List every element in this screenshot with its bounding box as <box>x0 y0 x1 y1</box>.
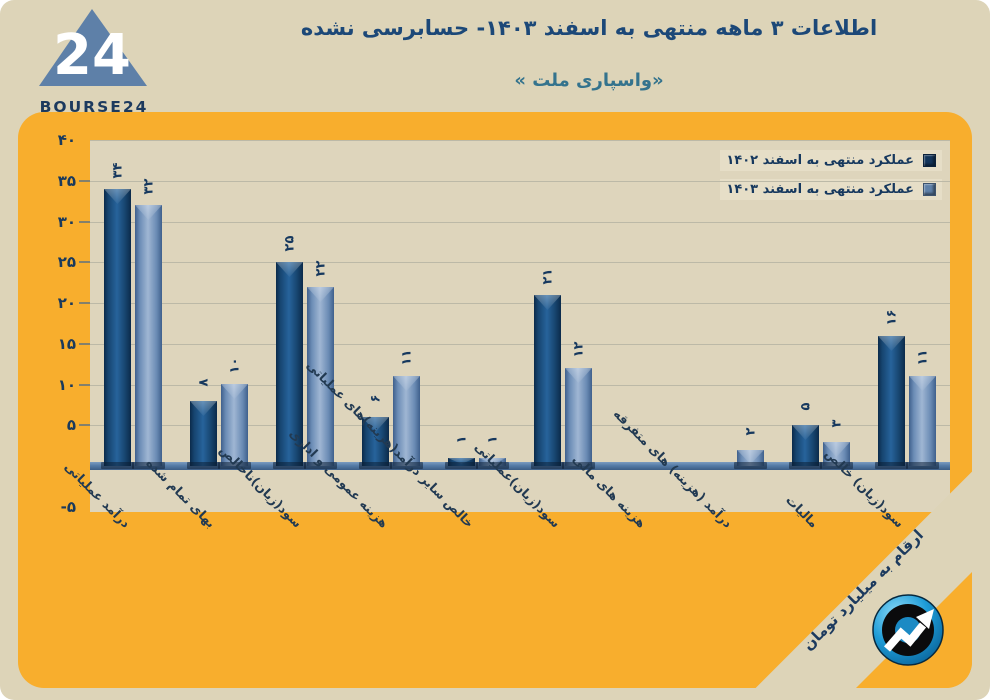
gridline <box>90 303 950 304</box>
bar-series2-cat3 <box>304 287 337 469</box>
bar-value-label: ۳ <box>829 419 844 427</box>
legend-label: عملکرد منتهی به اسفند ۱۴۰۳ <box>726 182 914 197</box>
x-axis-line <box>90 462 950 470</box>
bar-value-label: ۱۰ <box>227 357 242 373</box>
legend-item: عملکرد منتهی به اسفند ۱۴۰۳ <box>720 179 942 200</box>
bar-series1-cat4 <box>359 417 392 469</box>
legend-label: عملکرد منتهی به اسفند ۱۴۰۲ <box>726 153 914 168</box>
bar-top-bevel <box>448 458 475 464</box>
bar-series2-cat8 <box>734 450 767 469</box>
y-tick-label: ۵ <box>66 416 76 435</box>
gridline <box>90 221 950 223</box>
y-tick-label: ۲۰ <box>57 294 76 312</box>
legend-item: عملکرد منتهی به اسفند ۱۴۰۲ <box>720 150 942 171</box>
y-axis-tick <box>79 220 90 223</box>
bar-top-bevel <box>393 376 420 391</box>
bar-value-label: ۱۲ <box>571 341 586 357</box>
gridline <box>90 425 950 427</box>
y-axis-tick <box>79 342 90 345</box>
gridline <box>90 384 950 386</box>
bar-top-bevel <box>534 295 561 310</box>
legend-swatch <box>923 154 936 167</box>
chart-legend: عملکرد منتهی به اسفند ۱۴۰۲ عملکرد منتهی ب… <box>720 150 942 200</box>
bar-chart-plot: عملکرد منتهی به اسفند ۱۴۰۲ عملکرد منتهی ب… <box>58 131 950 531</box>
bar-value-label: ۲۱ <box>540 268 555 284</box>
bar-series1-cat1 <box>101 189 134 469</box>
y-tick-label: ۴۰ <box>57 131 76 149</box>
bar-value-label: ۱۶ <box>884 309 899 325</box>
y-axis-tick <box>79 302 90 304</box>
bar-series1-cat5 <box>445 458 478 469</box>
bar-series2-cat2 <box>218 384 251 469</box>
page-title: اطلاعات ۳ ماهه منتهی به اسفند ۱۴۰۳- حساب… <box>300 16 878 40</box>
y-tick-label: ۱۵ <box>57 334 76 353</box>
bar-top-bevel <box>276 262 303 277</box>
bar-series1-cat6 <box>531 295 564 469</box>
gridline <box>90 343 950 345</box>
y-tick-label: -۵ <box>60 497 76 516</box>
bar-top-bevel <box>909 376 936 391</box>
bar-series1-cat3 <box>273 262 306 469</box>
bar-top-bevel <box>104 189 131 204</box>
gridline <box>90 140 950 141</box>
page-subtitle: «واسپاری ملت » <box>514 70 664 91</box>
y-axis-tick <box>79 383 90 386</box>
bar-top-bevel <box>221 384 248 399</box>
bar-series2-cat9 <box>820 442 853 469</box>
y-axis-tick <box>79 261 90 264</box>
bar-value-label: ۱۱ <box>399 349 414 365</box>
y-tick-label: ۲۵ <box>57 253 76 272</box>
y-tick-label: ۳۰ <box>57 212 76 231</box>
bar-series2-cat1 <box>132 205 165 469</box>
bar-series1-cat10 <box>875 336 908 469</box>
bar-value-label: ۲۲ <box>313 260 328 276</box>
bar-value-label: ۲ <box>743 427 758 435</box>
bar-top-bevel <box>307 287 334 302</box>
y-axis-tick <box>79 424 90 427</box>
bar-top-bevel <box>737 450 764 464</box>
y-tick-label: ۳۵ <box>57 171 76 190</box>
bar-top-bevel <box>792 425 819 440</box>
bourse24-triangle-icon: 24 <box>39 9 147 88</box>
bar-series2-cat6 <box>562 368 595 469</box>
bar-top-bevel <box>479 458 506 464</box>
chart-panel: عملکرد منتهی به اسفند ۱۴۰۲ عملکرد منتهی ب… <box>18 112 972 688</box>
bar-top-bevel <box>190 401 217 416</box>
brand-logo: 24 BOURSE24 <box>26 6 162 116</box>
y-tick-label: ۱۰ <box>57 375 76 394</box>
bar-value-label: ۳۲ <box>141 178 156 194</box>
bar-top-bevel <box>565 368 592 383</box>
bar-series1-cat2 <box>187 401 220 469</box>
bar-top-bevel <box>135 205 162 220</box>
y-axis-tick <box>79 179 90 182</box>
bar-value-label: ۱۱ <box>915 349 930 365</box>
bar-top-bevel <box>878 336 905 351</box>
legend-swatch <box>923 183 936 196</box>
bourse24-round-icon <box>872 594 944 666</box>
brand-name: BOURSE24 <box>39 98 149 116</box>
gridline <box>90 262 950 264</box>
bar-series1-cat9 <box>789 425 822 469</box>
bar-series2-cat5 <box>476 458 509 469</box>
svg-text:24: 24 <box>53 23 131 88</box>
gridline <box>90 180 950 182</box>
bar-series2-cat4 <box>390 376 423 469</box>
bar-series2-cat10 <box>906 376 939 469</box>
